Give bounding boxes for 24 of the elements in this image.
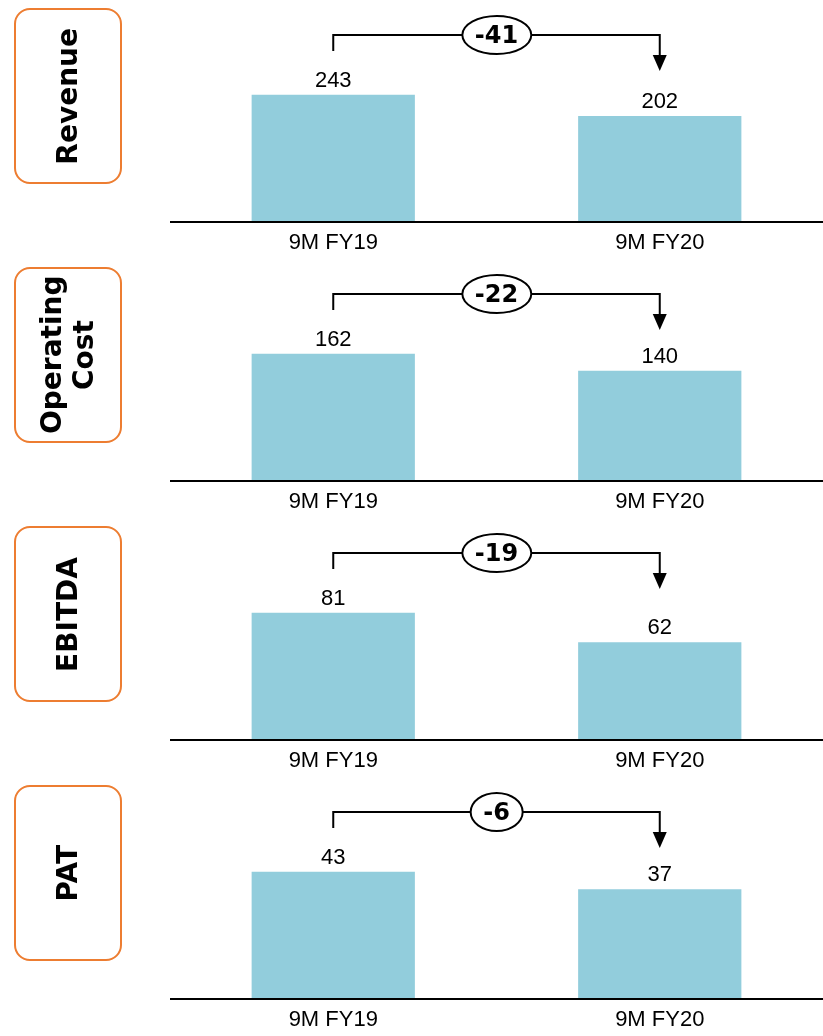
text: -22 [460,274,533,314]
data-label: 43 [321,843,346,869]
data-label: 202 [641,87,679,113]
y-axis-title: Operating Cost [34,274,101,437]
data-label: 37 [647,861,672,887]
text: -41 [460,15,533,55]
x-tick-label: 9M FY20 [615,1006,705,1032]
y-axis-title: PAT [50,844,85,902]
y-axis-title: EBITDA [50,556,85,672]
text: -6 [469,792,524,832]
x-tick-label: 9M FY19 [288,747,378,773]
x-tick-label: 9M FY19 [288,229,378,255]
x-tick-label: 9M FY19 [288,488,378,514]
data-label: 140 [641,342,679,368]
data-label: 81 [321,584,346,610]
data-label: 162 [314,325,352,351]
x-tick-label: 9M FY19 [288,1006,378,1032]
x-tick-label: 9M FY20 [615,488,705,514]
y-axis-title: Revenue [50,27,85,165]
x-tick-label: 9M FY20 [615,747,705,773]
x-tick-label: 9M FY20 [615,229,705,255]
data-label: 62 [647,614,672,640]
text: -19 [460,533,533,573]
data-label: 243 [314,66,352,92]
